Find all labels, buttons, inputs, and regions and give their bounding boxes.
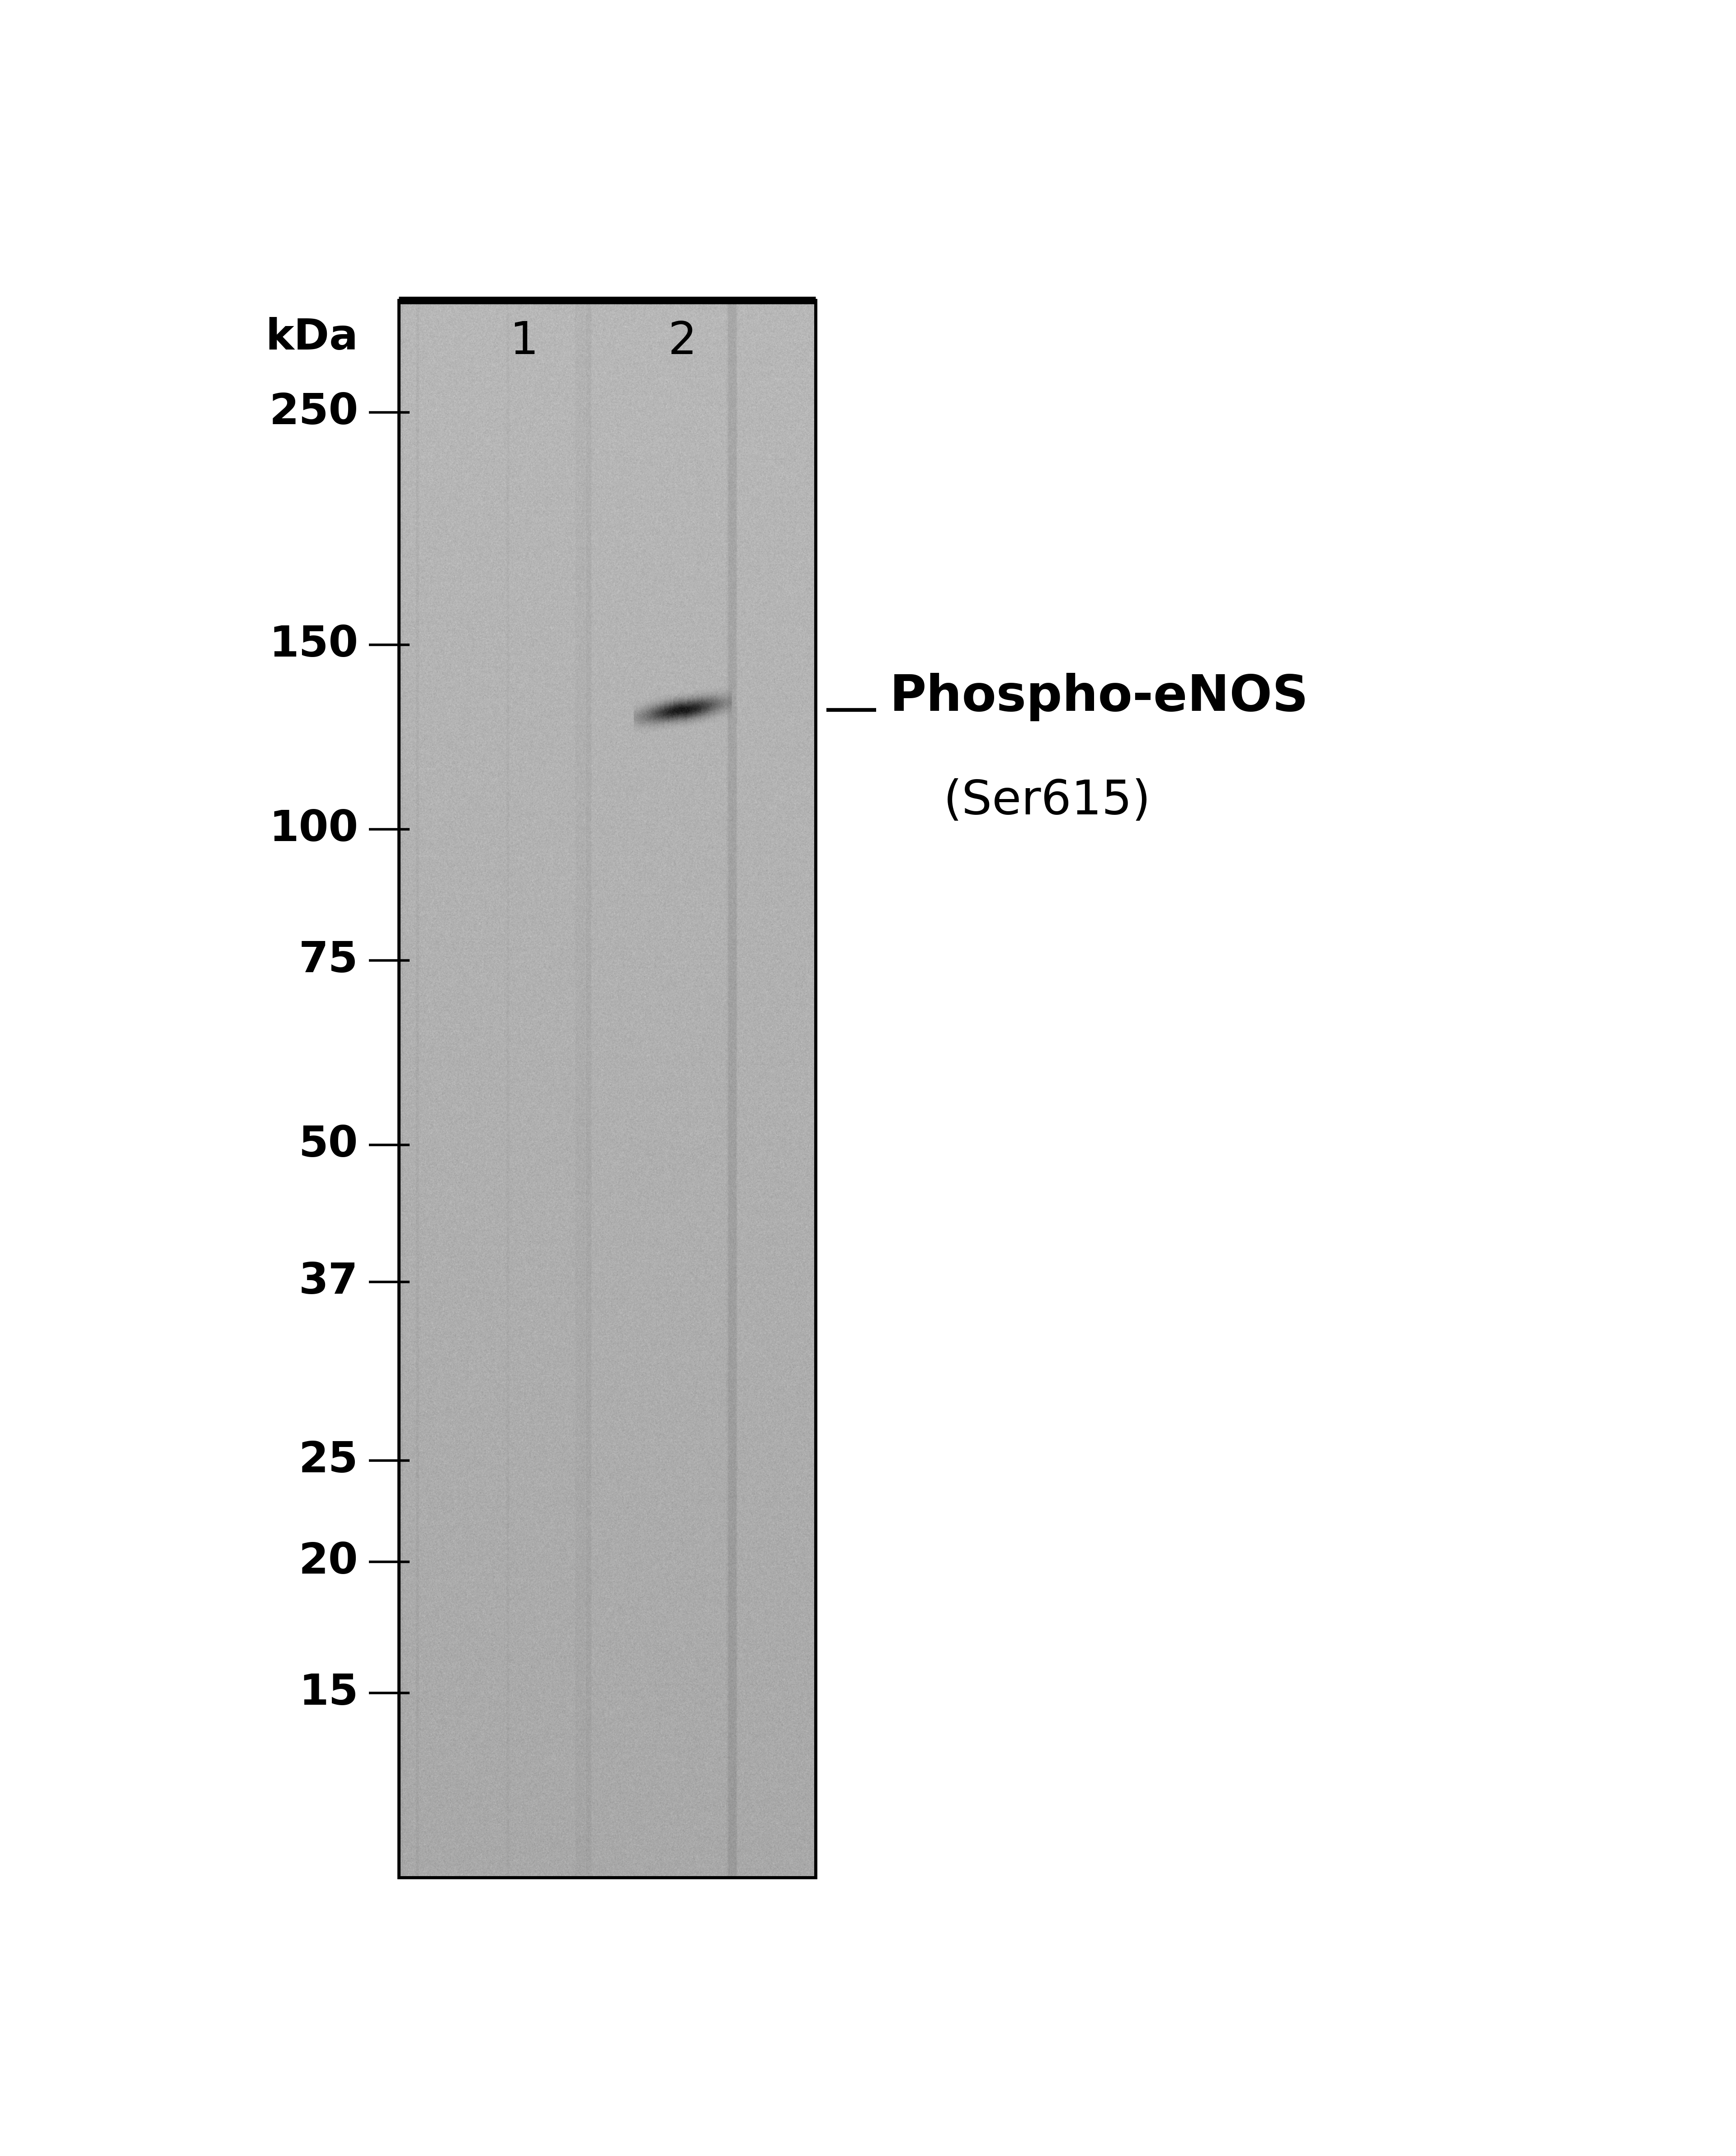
Text: 37: 37 bbox=[299, 1261, 358, 1302]
Text: 15: 15 bbox=[299, 1673, 358, 1714]
Text: 150: 150 bbox=[269, 625, 358, 666]
Text: 75: 75 bbox=[299, 940, 358, 981]
Text: 100: 100 bbox=[269, 808, 358, 849]
Text: 20: 20 bbox=[299, 1542, 358, 1583]
Text: 250: 250 bbox=[269, 392, 358, 433]
Text: Phospho-eNOS: Phospho-eNOS bbox=[889, 673, 1309, 720]
Text: 1: 1 bbox=[509, 319, 538, 364]
Text: (Ser615): (Ser615) bbox=[944, 778, 1151, 824]
Bar bbox=[399, 300, 816, 1878]
Text: 25: 25 bbox=[299, 1440, 358, 1481]
Text: 2: 2 bbox=[668, 319, 696, 364]
Text: kDa: kDa bbox=[266, 317, 358, 358]
Text: 50: 50 bbox=[299, 1123, 358, 1166]
